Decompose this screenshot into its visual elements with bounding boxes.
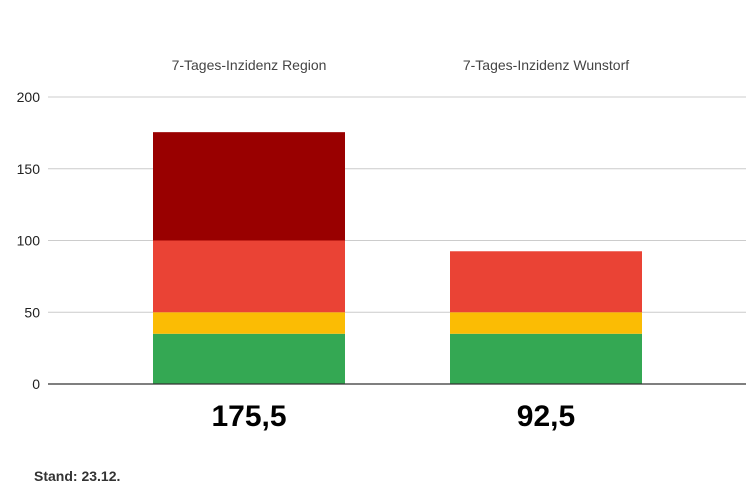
bar-segment-1-1 [153, 333, 345, 384]
category-labels: 7-Tages-Inzidenz Region 7-Tages-Inzidenz … [172, 57, 630, 73]
y-tick-label: 0 [32, 376, 40, 392]
bar-segment-2-2 [450, 312, 642, 334]
bars [153, 132, 642, 384]
footer-note: Stand: 23.12. [34, 468, 121, 484]
y-tick-label: 100 [17, 233, 41, 249]
total-value-labels: 175,5 92,5 [211, 400, 575, 433]
y-tick-label: 50 [24, 304, 40, 320]
bar-segment-2-1 [450, 333, 642, 384]
category-label: 7-Tages-Inzidenz Wunstorf [463, 57, 629, 73]
y-tick-label: 200 [17, 89, 41, 105]
total-value-label: 92,5 [517, 400, 575, 433]
bar-segment-1-2 [153, 312, 345, 334]
category-label: 7-Tages-Inzidenz Region [172, 57, 327, 73]
y-axis-ticks: 0 50 100 150 200 [17, 89, 41, 392]
total-value-label: 175,5 [211, 400, 286, 433]
bar-segment-1-3 [153, 240, 345, 313]
bar-segment-2-3 [450, 251, 642, 313]
y-tick-label: 150 [17, 161, 41, 177]
bar-segment-1-4 [153, 132, 345, 241]
